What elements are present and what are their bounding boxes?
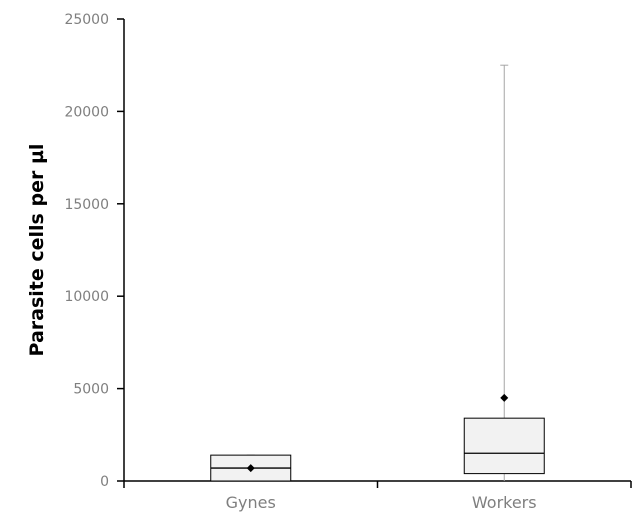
x-category-label: Gynes bbox=[226, 493, 276, 512]
y-axis-title: Parasite cells per µl bbox=[26, 144, 48, 357]
box-gynes bbox=[210, 454, 292, 482]
x-axis: Gynes Workers bbox=[123, 480, 632, 512]
y-axis: 0 5000 10000 15000 20000 25000 bbox=[64, 12, 125, 490]
box-workers bbox=[463, 64, 545, 481]
box-series bbox=[210, 64, 545, 482]
y-tick-label: 10000 bbox=[64, 289, 109, 305]
y-tick-label: 15000 bbox=[64, 197, 109, 213]
y-tick-label: 0 bbox=[100, 474, 109, 490]
y-tick-label: 5000 bbox=[73, 382, 109, 398]
x-category-label: Workers bbox=[472, 493, 537, 512]
y-tick-label: 25000 bbox=[64, 12, 109, 28]
mean-marker bbox=[246, 464, 255, 473]
iqr-box bbox=[463, 417, 545, 475]
mean-marker bbox=[500, 393, 509, 402]
y-tick-label: 20000 bbox=[64, 104, 109, 120]
